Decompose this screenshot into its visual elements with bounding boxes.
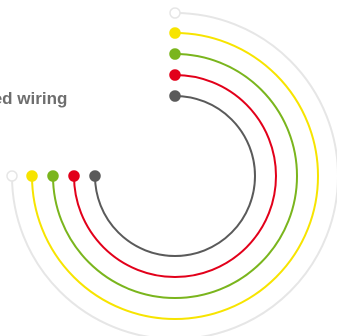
wire-green bbox=[52, 53, 298, 299]
terminal-left-gray bbox=[89, 170, 101, 182]
wiring-label: led wiring bbox=[0, 89, 68, 108]
terminal-left-yellow bbox=[26, 170, 38, 182]
terminal-top-green bbox=[169, 48, 181, 60]
terminal-left-green bbox=[47, 170, 59, 182]
wire-gray bbox=[94, 95, 256, 257]
terminal-top-outer-white bbox=[169, 7, 181, 19]
terminal-left-outer-white bbox=[6, 170, 18, 182]
wire-outer-white bbox=[11, 12, 337, 336]
terminal-top-yellow bbox=[169, 27, 181, 39]
wire-yellow bbox=[31, 32, 319, 320]
wire-red bbox=[73, 74, 277, 278]
terminal-top-red bbox=[169, 69, 181, 81]
terminal-top-gray bbox=[169, 90, 181, 102]
terminal-left-red bbox=[68, 170, 80, 182]
